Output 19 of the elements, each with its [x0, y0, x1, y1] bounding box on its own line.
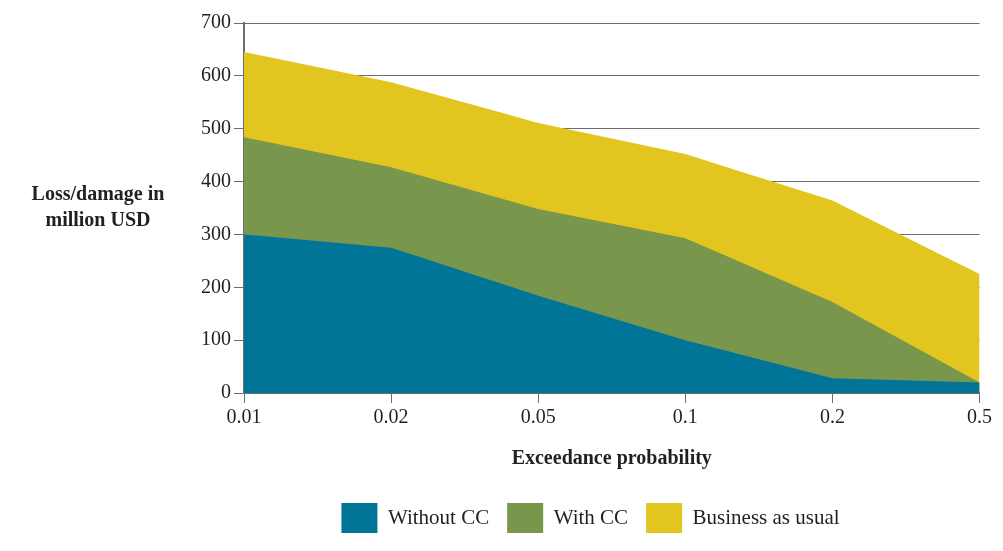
y-tick-label: 400 [201, 168, 231, 191]
legend-label: With CC [553, 504, 629, 529]
x-axis-title: Exceedance probability [511, 446, 712, 470]
y-tick-label: 500 [201, 115, 231, 138]
y-tick-label: 200 [201, 274, 231, 297]
x-tick-label: 0.01 [226, 405, 262, 428]
x-tick-label: 0.02 [373, 405, 409, 428]
y-tick-label: 0 [221, 380, 231, 403]
y-tick-label: 300 [201, 221, 231, 244]
y-tick-label: 100 [201, 327, 231, 350]
legend-label: Without CC [387, 504, 490, 529]
y-tick-label: 600 [201, 63, 231, 86]
x-tick-label: 0.5 [967, 405, 992, 428]
x-tick-label: 0.05 [520, 405, 556, 428]
y-axis-title: Loss/damage in million USD [31, 182, 165, 231]
x-tick-label: 0.2 [819, 405, 845, 428]
y-tick-label: 700 [201, 10, 231, 33]
legend-label: Business as usual [692, 504, 840, 529]
x-tick-label: 0.1 [672, 405, 698, 428]
